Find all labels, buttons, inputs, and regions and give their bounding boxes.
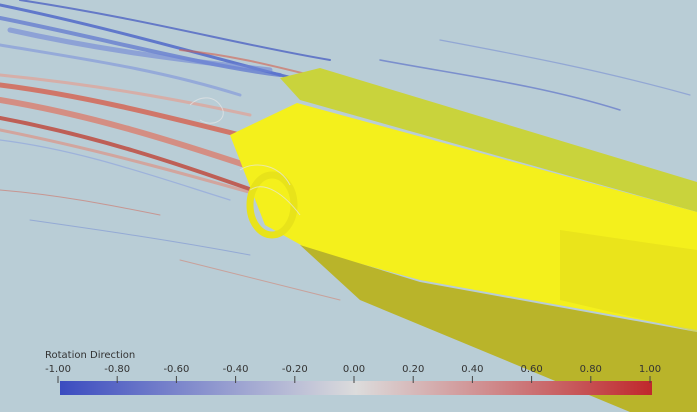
colorbar-tick-label: -0.60 <box>163 364 189 375</box>
cfd-view: Rotation Direction -1.00 -0.80 -0.60 -0.40 -… <box>0 0 697 412</box>
colorbar-tick-label: 0.20 <box>402 364 424 375</box>
colorbar-tick-label: -0.80 <box>104 364 130 375</box>
colorbar-tick-label: -1.00 <box>45 364 71 375</box>
colorbar-tick-label: 0.60 <box>520 364 542 375</box>
colorbar-tick-label: -0.20 <box>282 364 308 375</box>
colorbar-tick-label: 0.80 <box>580 364 602 375</box>
colorbar-tick-label: 0.00 <box>343 364 365 375</box>
colorbar-tick-label: 1.00 <box>639 364 661 375</box>
colorbar-tick-label: -0.40 <box>223 364 249 375</box>
colorbar-title: Rotation Direction <box>45 350 135 361</box>
colorbar-tick-label: 0.40 <box>461 364 483 375</box>
colorbar <box>60 381 652 395</box>
